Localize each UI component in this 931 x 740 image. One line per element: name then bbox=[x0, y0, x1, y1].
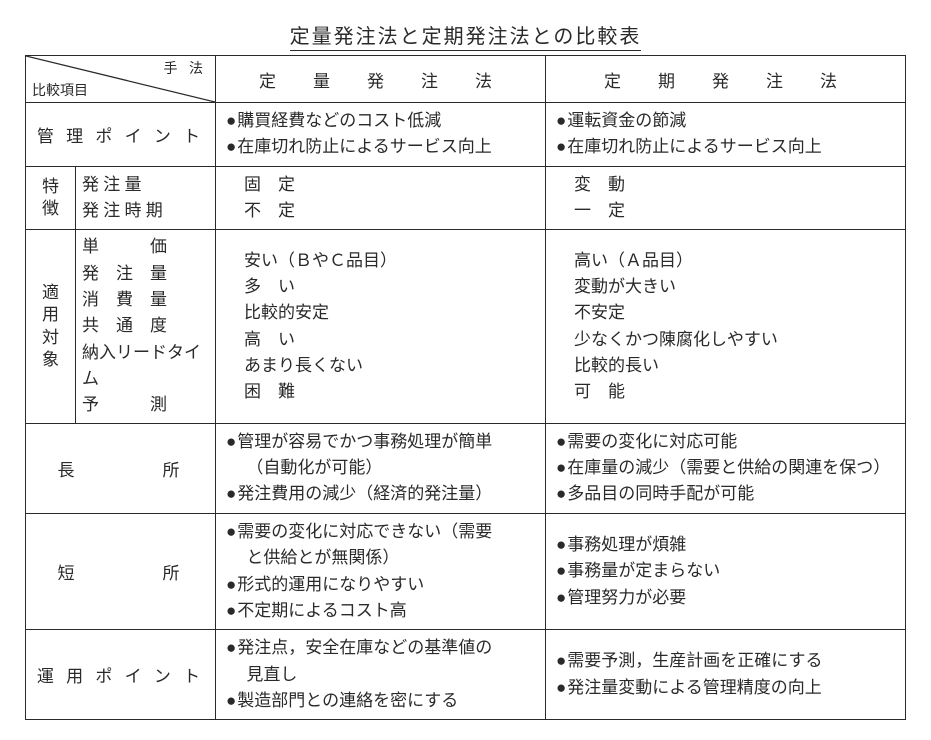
row-feature-b: 変 動 一 定 bbox=[546, 166, 906, 230]
row-feature-group: 特徴 bbox=[26, 166, 76, 230]
row-cons-b: 事務処理が煩雑事務量が定まらない管理努力が必要 bbox=[546, 513, 906, 629]
row-cons-a: 需要の変化に対応できない（需要と供給とが無関係）形式的運用になりやすい不定期によ… bbox=[216, 513, 546, 629]
row-mgmt-label: 管 理 ポ イ ン ト bbox=[26, 103, 216, 167]
row-mgmt-a: 購買経費などのコスト低減在庫切れ防止によるサービス向上 bbox=[216, 103, 546, 167]
row-pros-label: 長 所 bbox=[26, 423, 216, 513]
row-target-group: 適用対象 bbox=[26, 230, 76, 423]
row-target-b: 高い（Ａ品目）変動が大きい不安定少なくかつ陳腐化しやすい比較的長い可 能 bbox=[546, 230, 906, 423]
row-pros-a: 管理が容易でかつ事務処理が簡単（自動化が可能）発注費用の減少（経済的発注量） bbox=[216, 423, 546, 513]
corner-bottom-label: 比較項目 bbox=[32, 80, 88, 100]
corner-cell: 手 法 比較項目 bbox=[26, 56, 216, 103]
row-feature-sublabels: 発 注 量 発 注 時 期 bbox=[76, 166, 216, 230]
row-mgmt-b: 運転資金の節減在庫切れ防止によるサービス向上 bbox=[546, 103, 906, 167]
corner-top-label: 手 法 bbox=[164, 58, 208, 78]
row-cons-label: 短 所 bbox=[26, 513, 216, 629]
col-header-a: 定 量 発 注 法 bbox=[216, 56, 546, 103]
title-text: 定量発注法と定期発注法との比較表 bbox=[290, 26, 642, 51]
col-header-b: 定 期 発 注 法 bbox=[546, 56, 906, 103]
row-ops-b: 需要予測，生産計画を正確にする発注量変動による管理精度の向上 bbox=[546, 630, 906, 720]
page-title: 定量発注法と定期発注法との比較表 bbox=[25, 20, 906, 49]
row-target-sublabels: 単 価発 注 量消 費 量共 通 度納入リードタイム予 測 bbox=[76, 230, 216, 423]
row-ops-a: 発注点，安全在庫などの基準値の見直し製造部門との連絡を密にする bbox=[216, 630, 546, 720]
row-pros-b: 需要の変化に対応可能在庫量の減少（需要と供給の関連を保つ）多品目の同時手配が可能 bbox=[546, 423, 906, 513]
row-feature-a: 固 定 不 定 bbox=[216, 166, 546, 230]
row-ops-label: 運 用 ポ イ ン ト bbox=[26, 630, 216, 720]
comparison-table: 手 法 比較項目 定 量 発 注 法 定 期 発 注 法 管 理 ポ イ ン ト… bbox=[25, 55, 906, 720]
row-target-a: 安い（ＢやＣ品目）多 い比較的安定高 いあまり長くない困 難 bbox=[216, 230, 546, 423]
